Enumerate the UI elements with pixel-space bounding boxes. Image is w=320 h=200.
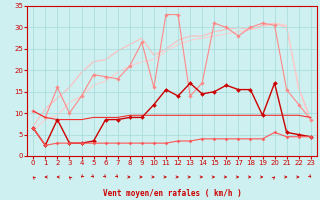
Text: Vent moyen/en rafales ( km/h ): Vent moyen/en rafales ( km/h )	[103, 189, 242, 198]
